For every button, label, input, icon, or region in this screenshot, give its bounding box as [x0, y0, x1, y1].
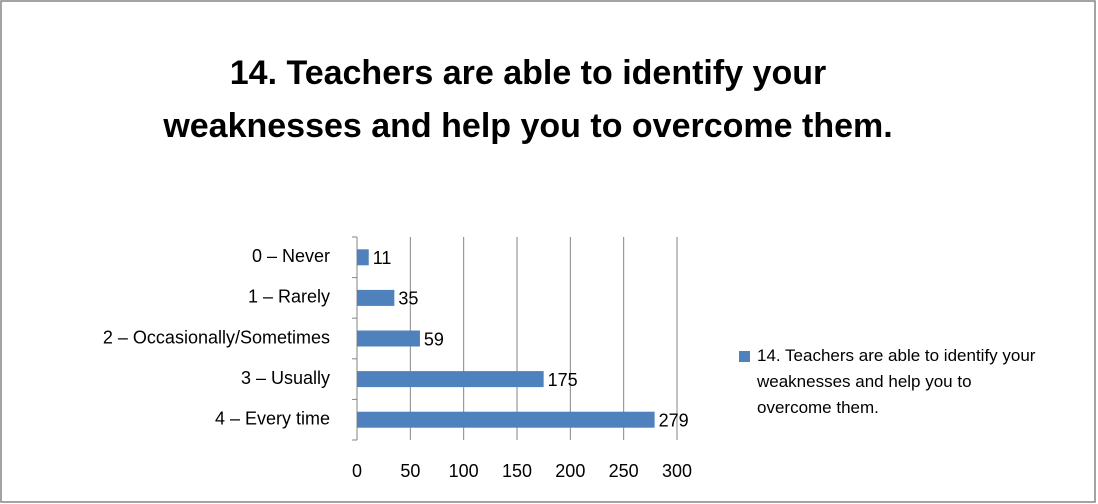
bar — [357, 411, 655, 428]
y-tick-label: 0 – Never — [252, 246, 330, 266]
data-label: 175 — [548, 370, 578, 390]
data-label: 11 — [373, 248, 392, 268]
x-tick-label: 0 — [352, 461, 362, 481]
x-tick-label: 50 — [400, 461, 420, 481]
x-tick-label: 200 — [555, 461, 585, 481]
legend-label: 14. Teachers are able to identify your we… — [756, 346, 1036, 417]
chart-title: 14. Teachers are able to identify your we… — [162, 54, 892, 145]
x-tick-label: 150 — [502, 461, 532, 481]
legend-swatch — [739, 351, 750, 362]
x-tick-label: 100 — [449, 461, 479, 481]
y-tick-label: 4 – Every time — [215, 408, 330, 428]
x-tick-label: 300 — [662, 461, 692, 481]
bar — [357, 330, 420, 347]
bar — [357, 371, 544, 388]
y-tick-label: 2 – Occasionally/Sometimes — [103, 327, 330, 347]
data-label: 279 — [659, 410, 689, 430]
y-tick-label: 1 – Rarely — [248, 287, 330, 307]
data-label: 59 — [424, 329, 444, 349]
bar — [357, 289, 395, 306]
y-tick-label: 3 – Usually — [241, 368, 330, 388]
data-label: 35 — [398, 289, 418, 309]
x-tick-label: 250 — [609, 461, 639, 481]
bar — [357, 249, 369, 266]
